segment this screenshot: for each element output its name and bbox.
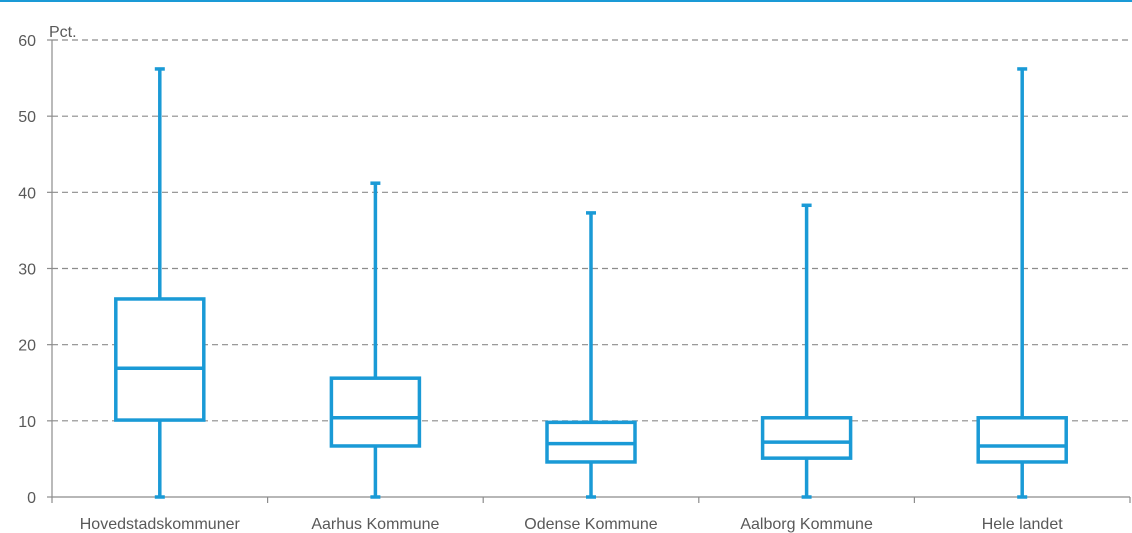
box-5: [976, 67, 1068, 499]
x-category-label: Aalborg Kommune: [740, 516, 873, 533]
y-tick-label: 50: [18, 109, 36, 126]
y-tick-label: 60: [18, 33, 36, 50]
iqr-box: [114, 297, 206, 422]
y-tick-label: 0: [27, 490, 36, 507]
box-4: [760, 203, 853, 499]
y-tick-label: 20: [18, 338, 36, 355]
iqr-box: [976, 416, 1068, 464]
iqr-box: [760, 416, 853, 460]
top-rule: [0, 0, 1132, 2]
y-tick-label: 40: [18, 185, 36, 202]
y-tick-label: 30: [18, 262, 36, 279]
iqr-box: [329, 376, 422, 448]
box-3: [545, 211, 637, 499]
y-axis-unit-label: Pct.: [49, 24, 77, 41]
boxes: [114, 67, 1068, 499]
x-category-label: Hele landet: [982, 516, 1064, 533]
x-category-label: Hovedstadskommuner: [80, 516, 241, 533]
x-axis-categories: Hovedstadskommuner Aarhus Kommune Odense K…: [51, 497, 1131, 533]
y-tick-label: 10: [18, 414, 36, 431]
box-1: [114, 67, 206, 499]
x-category-label: Odense Kommune: [524, 516, 658, 533]
y-axis-ticks: 0 10 20 30 40 50 60: [18, 33, 52, 507]
x-category-label: Aarhus Kommune: [311, 516, 439, 533]
box-2: [329, 181, 422, 499]
